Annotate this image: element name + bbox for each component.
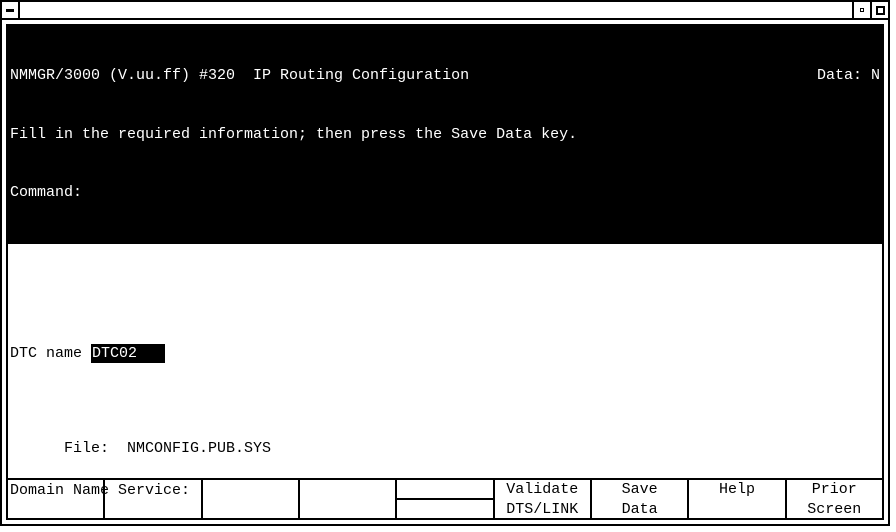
- dtc-name-label: DTC name: [10, 344, 91, 364]
- window-frame: NMMGR/3000 (V.uu.ff) #320 IP Routing Con…: [0, 0, 890, 526]
- header-bar: NMMGR/3000 (V.uu.ff) #320 IP Routing Con…: [8, 26, 882, 244]
- data-flag-label: Data:: [817, 66, 862, 86]
- titlebar: [2, 2, 888, 20]
- fkey-8[interactable]: Help: [689, 480, 786, 518]
- fkey-1: [8, 480, 105, 518]
- fkey-2: [105, 480, 202, 518]
- fkey-4-top: [300, 480, 395, 499]
- file-label: File:: [64, 440, 127, 457]
- instruction-text: Fill in the required information; then p…: [10, 125, 880, 145]
- command-label: Command:: [10, 183, 880, 203]
- fkey-2-top: [105, 480, 200, 499]
- fkey-9-bottom: Screen: [787, 500, 882, 520]
- fkey-7-top: Save: [592, 480, 687, 500]
- fkey-5-bottom: [397, 500, 492, 518]
- function-key-bar: ValidateDTS/LINKSaveDataHelpPriorScreen: [8, 478, 882, 518]
- file-value: NMCONFIG.PUB.SYS: [127, 440, 271, 457]
- fkey-4: [300, 480, 397, 518]
- fkey-8-top: Help: [689, 480, 784, 500]
- maximize-icon[interactable]: [870, 2, 888, 18]
- fkey-2-bottom: [105, 499, 200, 518]
- fkey-5-top: [397, 480, 492, 500]
- fkey-6[interactable]: ValidateDTS/LINK: [495, 480, 592, 518]
- fkey-7-bottom: Data: [592, 500, 687, 520]
- data-flag-value: N: [871, 66, 880, 86]
- fkey-3: [203, 480, 300, 518]
- system-menu-icon[interactable]: [2, 2, 20, 18]
- fkey-3-top: [203, 480, 298, 499]
- fkey-9-top: Prior: [787, 480, 882, 500]
- fkey-9[interactable]: PriorScreen: [787, 480, 882, 518]
- fkey-8-bottom: [689, 500, 784, 519]
- minimize-icon[interactable]: [852, 2, 870, 18]
- fkey-6-bottom: DTS/LINK: [495, 500, 590, 520]
- fkey-1-bottom: [8, 499, 103, 518]
- fkey-7[interactable]: SaveData: [592, 480, 689, 518]
- fkey-5: [397, 480, 494, 518]
- fkey-1-top: [8, 480, 103, 499]
- dtc-name-input[interactable]: DTC02: [91, 344, 165, 364]
- fkey-3-bottom: [203, 499, 298, 518]
- screen-title: NMMGR/3000 (V.uu.ff) #320 IP Routing Con…: [10, 66, 817, 86]
- fkey-6-top: Validate: [495, 480, 590, 500]
- fkey-4-bottom: [300, 499, 395, 518]
